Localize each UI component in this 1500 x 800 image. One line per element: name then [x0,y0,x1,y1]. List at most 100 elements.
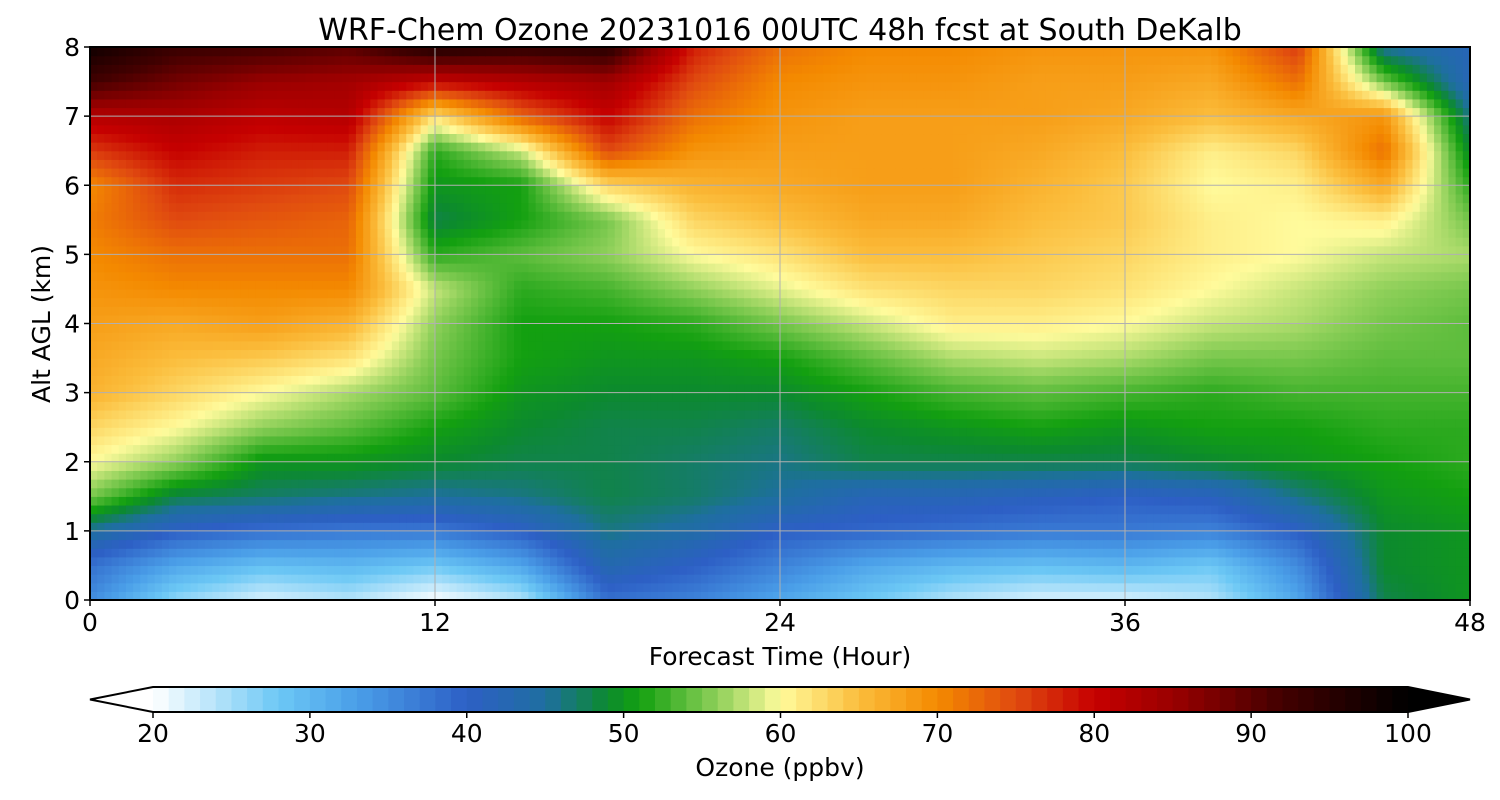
heatmap-cell [1232,461,1241,471]
heatmap-cell [930,504,939,515]
heatmap-cell [585,496,594,506]
heatmap-cell [578,487,587,497]
heatmap-cell [284,392,292,402]
heatmap-cell [399,582,407,592]
heatmap-cell [1304,539,1313,549]
heatmap-cell [751,479,760,489]
heatmap-cell [341,470,350,480]
heatmap-cell [1268,504,1277,515]
heatmap-cell [578,548,587,558]
heatmap-cell [837,435,846,446]
heatmap-cell [255,582,264,592]
heatmap-cell [1074,522,1083,532]
heatmap-cell [183,591,192,600]
heatmap-cell [161,591,170,600]
heatmap-cell [1462,461,1470,471]
heatmap-cell [866,479,875,489]
heatmap-cell [823,513,831,523]
heatmap-cell [1419,496,1428,506]
heatmap-cell [1132,539,1140,549]
heatmap-cell [1132,461,1140,471]
heatmap-cell [154,383,163,394]
heatmap-cell [945,461,954,471]
heatmap-cell [801,574,810,584]
heatmap-cell [1268,418,1277,428]
heatmap-cell [133,435,141,446]
heatmap-cell [492,479,501,489]
heatmap-cell [183,539,192,549]
heatmap-cell [1412,401,1421,411]
heatmap-cell [700,496,709,506]
heatmap-cell [1448,479,1457,489]
heatmap-cell [1024,375,1033,385]
heatmap-cell [665,548,673,558]
heatmap-cell [1311,496,1320,506]
heatmap-cell [341,504,350,515]
heatmap-cell [363,530,371,541]
heatmap-cell [140,556,149,567]
heatmap-cell [966,401,975,411]
heatmap-cell [679,556,688,567]
heatmap-cell [1074,504,1083,515]
heatmap-cell [1160,530,1169,541]
heatmap-cell [1419,461,1428,471]
heatmap-cell [909,487,918,497]
heatmap-cell [169,383,177,394]
heatmap-cell [665,453,673,463]
heatmap-cell [183,556,192,567]
heatmap-cell [1240,591,1248,600]
heatmap-cell [966,504,975,515]
heatmap-cell [758,522,767,532]
heatmap-cell [219,435,228,446]
heatmap-cell [470,582,479,592]
heatmap-cell [169,435,177,446]
heatmap-cell [470,409,479,420]
heatmap-cell [930,418,939,428]
heatmap-cell [585,383,594,394]
heatmap-cell [1175,453,1184,463]
heatmap-cell [1038,427,1047,437]
heatmap-cell [1462,591,1470,600]
heatmap-cell [391,539,400,549]
heatmap-cell [1426,539,1435,549]
heatmap-cell [341,539,350,549]
heatmap-cell [629,427,637,437]
heatmap-cell [1232,565,1241,575]
heatmap-cell [722,479,731,489]
heatmap-cell [140,539,149,549]
heatmap-cell [427,418,436,428]
heatmap-cell [1434,504,1442,515]
heatmap-cell [506,530,515,541]
heatmap-cell [521,522,530,532]
heatmap-cell [1081,548,1090,558]
heatmap-cell [751,513,760,523]
heatmap-cell [521,392,530,402]
heatmap-cell [542,461,551,471]
heatmap-cell [305,392,314,402]
heatmap-cell [427,565,436,575]
heatmap-cell [320,556,328,567]
heatmap-cell [1067,487,1076,497]
heatmap-cell [1441,375,1450,385]
heatmap-cell [887,548,896,558]
heatmap-cell [118,565,127,575]
heatmap-cell [1110,513,1119,523]
heatmap-cell [1455,522,1464,532]
heatmap-cell [1218,418,1227,428]
heatmap-cell [499,418,508,428]
heatmap-cell [715,530,724,541]
heatmap-cell [772,539,781,549]
heatmap-cell [1017,392,1025,402]
heatmap-cell [736,444,745,454]
heatmap-cell [1218,582,1227,592]
heatmap-cell [679,375,688,385]
heatmap-cell [1340,582,1349,592]
heatmap-cell [341,582,350,592]
heatmap-cell [1412,591,1421,600]
heatmap-cell [780,504,788,515]
heatmap-cell [550,409,558,420]
heatmap-cell [1024,504,1033,515]
heatmap-cell [161,574,170,584]
heatmap-cell [1139,582,1148,592]
heatmap-cell [851,548,860,558]
